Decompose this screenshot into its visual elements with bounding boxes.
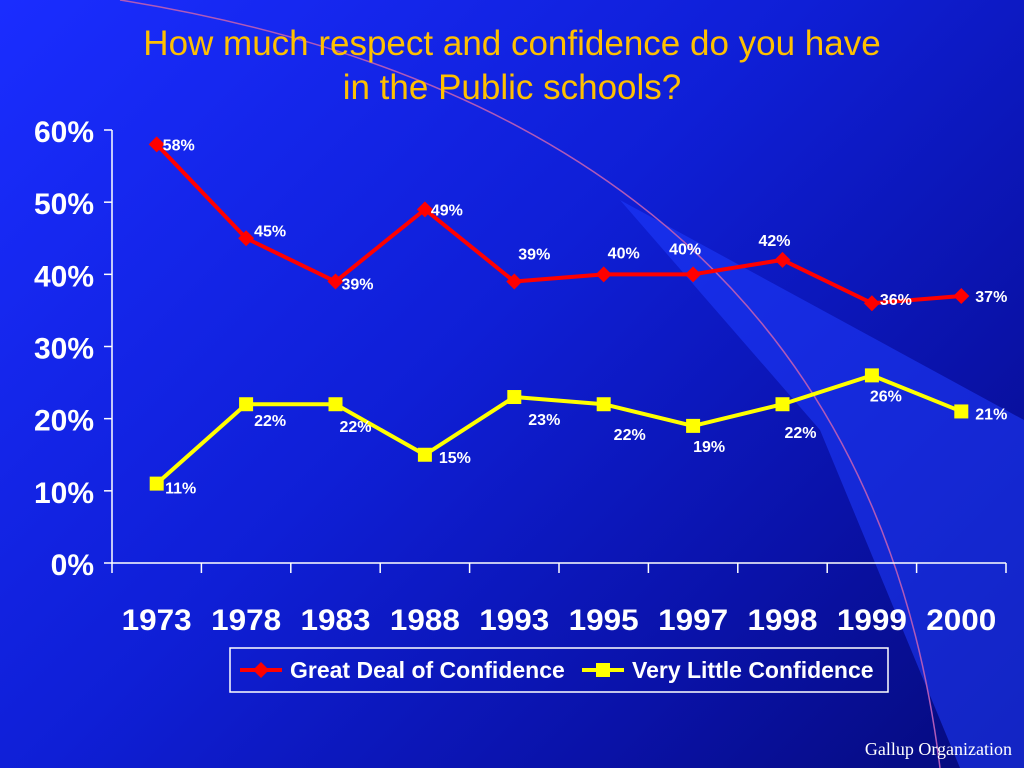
data-label: 40% [608,245,640,262]
data-point-very-little [239,397,254,412]
title-line-2: in the Public schools? [342,68,682,107]
data-point-very-little [328,397,343,412]
data-point-great-deal [416,201,433,218]
x-tick-label: 1998 [748,604,818,637]
data-label: 22% [339,419,371,436]
y-tick-label: 20% [34,405,94,438]
title-line-1: How much respect and confidence do you h… [143,24,881,63]
data-label: 39% [518,247,550,264]
x-tick-label: 2000 [926,604,996,637]
data-label: 15% [439,450,471,467]
y-tick-label: 50% [34,188,94,221]
data-point-great-deal [863,295,880,312]
legend-label-very-little: Very Little Confidence [632,657,874,683]
x-tick-label: 1983 [301,604,371,637]
data-label: 49% [431,202,463,219]
x-tick-label: 1978 [211,604,281,637]
data-point-great-deal [148,136,165,153]
y-tick-label: 10% [34,477,94,510]
data-point-very-little [686,418,701,433]
series-line-great-deal [155,143,962,306]
legend-marker-great-deal [253,662,269,678]
data-label: 23% [528,412,560,429]
data-label: 22% [784,425,816,442]
data-label: 19% [693,439,725,456]
data-point-very-little [954,404,969,419]
data-point-great-deal [774,251,791,268]
footer-credit: Gallup Organization [864,739,1012,759]
data-point-very-little [775,397,790,412]
background-arc [119,0,941,768]
data-point-great-deal [685,266,702,283]
legend-box [229,647,889,693]
x-tick-label: 1997 [658,604,728,637]
data-label: 37% [975,289,1007,306]
data-point-very-little [596,397,611,412]
data-point-great-deal [595,266,612,283]
y-tick-label: 40% [34,260,94,293]
data-point-great-deal [327,273,344,290]
data-point-very-little [149,476,164,491]
data-label: 39% [341,277,373,294]
x-tick-label: 1993 [479,604,549,637]
legend-marker-very-little [596,663,610,677]
data-label: 22% [614,427,646,444]
data-label: 58% [163,137,195,154]
data-label: 22% [254,413,286,430]
background-highlight-band [620,200,1024,768]
data-label: 45% [254,223,286,240]
x-tick-label: 1988 [390,604,460,637]
y-tick-label: 0% [51,549,94,582]
page-title: How much respect and confidence do you h… [0,22,1024,110]
data-point-great-deal [238,230,255,247]
data-point-great-deal [506,273,523,290]
legend-label-great-deal: Great Deal of Confidence [290,657,565,683]
x-tick-label: 1995 [569,604,639,637]
y-tick-label: 30% [34,333,94,366]
x-tick-label: 1999 [837,604,907,637]
data-label: 21% [975,406,1007,423]
data-label: 11% [165,481,196,498]
data-point-great-deal [953,287,970,304]
data-label: 36% [880,292,912,309]
data-point-very-little [864,368,879,383]
y-tick-label: 60% [34,116,94,149]
x-tick-label: 1973 [122,604,192,637]
data-label: 40% [669,241,701,258]
data-point-very-little [417,447,432,462]
series-line-very-little [155,373,963,486]
data-label: 26% [870,388,902,405]
data-point-very-little [507,390,522,405]
data-label: 42% [758,233,790,250]
